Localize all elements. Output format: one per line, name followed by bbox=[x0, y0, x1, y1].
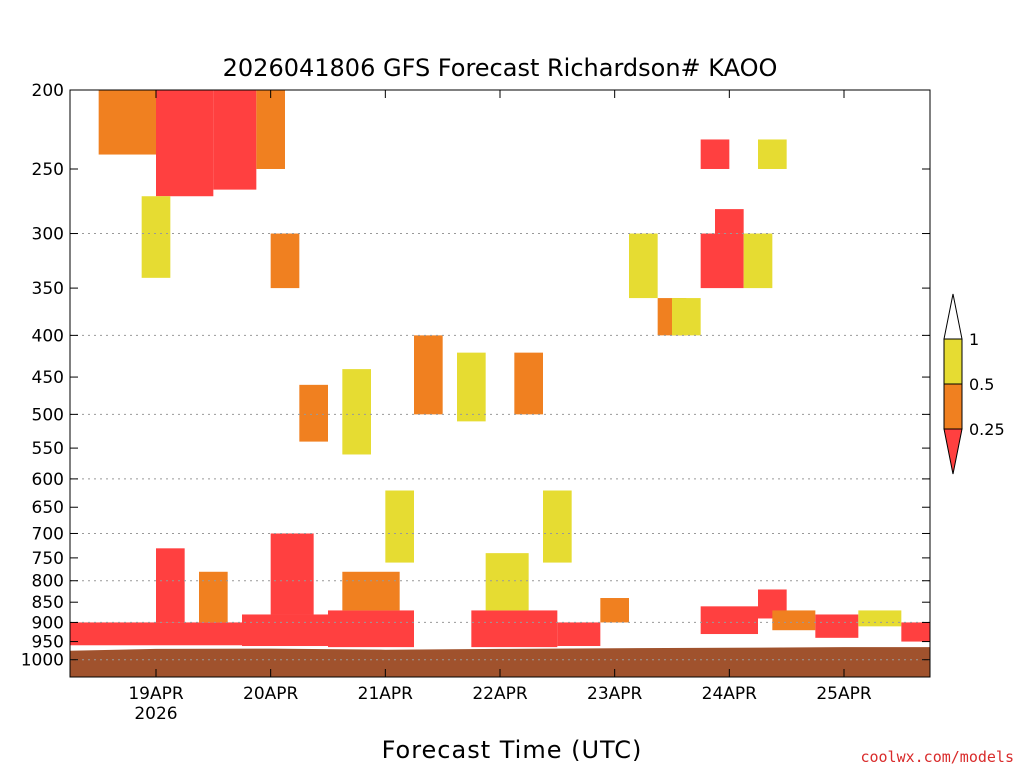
heat-cell-14 bbox=[141, 196, 171, 278]
heat-cell-9 bbox=[485, 553, 529, 611]
x-tick-label-1: 20APR bbox=[243, 684, 299, 704]
heat-cell-23 bbox=[600, 598, 629, 623]
heat-cell-8 bbox=[342, 571, 400, 611]
legend-label-1: 0.5 bbox=[969, 375, 994, 394]
heat-cell-17 bbox=[342, 369, 371, 455]
surface-layer bbox=[70, 647, 930, 677]
y-tick-label-600: 600 bbox=[32, 470, 64, 490]
x-tick-label-5: 24APR bbox=[702, 684, 758, 704]
heat-cell-16 bbox=[299, 384, 328, 442]
heat-cell-0 bbox=[70, 622, 242, 646]
heat-cell-3 bbox=[471, 610, 558, 648]
heat-cell-10 bbox=[156, 90, 214, 197]
legend: 1 0.5 0.25 bbox=[943, 293, 1005, 475]
legend-swatch-0 bbox=[943, 338, 963, 385]
y-tick-label-800: 800 bbox=[32, 572, 64, 592]
heat-cell-27 bbox=[700, 233, 744, 289]
legend-label-2: 0.25 bbox=[969, 420, 1005, 439]
y-tick-label-950: 950 bbox=[32, 633, 64, 653]
heat-cell-35 bbox=[815, 614, 859, 638]
x-tick-label-2: 21APR bbox=[358, 684, 414, 704]
y-tick-label-250: 250 bbox=[32, 160, 64, 180]
terrain-area bbox=[70, 647, 930, 677]
x-tick-label-4: 23APR bbox=[587, 684, 643, 704]
heat-cell-12 bbox=[98, 90, 156, 155]
x-tick-year-label: 2026 bbox=[134, 704, 177, 724]
heat-cell-19 bbox=[414, 335, 443, 415]
chart-title: 2026041806 GFS Forecast Richardson# KAOO bbox=[223, 54, 778, 82]
y-axis: 200 250 300 350 400 450 500 550 600 650 700 750 8008… bbox=[21, 81, 930, 671]
x-tick-label-3: 22APR bbox=[472, 684, 528, 704]
heat-cell-29 bbox=[743, 233, 773, 289]
heat-cell-37 bbox=[901, 622, 930, 642]
y-tick-label-500: 500 bbox=[32, 405, 64, 425]
heat-cell-11 bbox=[213, 90, 257, 190]
y-tick-label-550: 550 bbox=[32, 439, 64, 459]
y-tick-label-900: 900 bbox=[32, 613, 64, 633]
heat-cell-7 bbox=[199, 571, 228, 623]
heat-cell-22 bbox=[543, 490, 572, 563]
y-tick-label-300: 300 bbox=[32, 225, 64, 245]
y-tick-label-200: 200 bbox=[32, 81, 64, 101]
y-tick-label-450: 450 bbox=[32, 368, 64, 388]
y-tick-label-1000: 1000 bbox=[21, 651, 64, 671]
heat-cell-13 bbox=[256, 90, 285, 169]
heat-cell-21 bbox=[514, 352, 543, 415]
heat-cell-1 bbox=[242, 614, 328, 647]
credit-text[interactable]: coolwx.com/models bbox=[860, 748, 1014, 766]
legend-swatch-1 bbox=[943, 383, 963, 430]
legend-label-0: 1 bbox=[969, 330, 979, 349]
y-tick-label-350: 350 bbox=[32, 279, 64, 299]
x-axis-title: Forecast Time (UTC) bbox=[382, 736, 643, 764]
heat-cell-31 bbox=[758, 139, 787, 169]
heat-cell-6 bbox=[270, 533, 314, 615]
heatmap-layer bbox=[70, 90, 930, 648]
heat-cell-36 bbox=[858, 610, 902, 627]
legend-bottom-arrow bbox=[943, 428, 963, 475]
heat-cell-30 bbox=[715, 209, 744, 234]
y-tick-label-650: 650 bbox=[32, 498, 64, 518]
heat-cell-4 bbox=[557, 622, 601, 647]
heat-cell-26 bbox=[672, 298, 701, 336]
y-tick-label-750: 750 bbox=[32, 549, 64, 569]
heat-cell-34 bbox=[772, 610, 816, 631]
heat-cell-28 bbox=[700, 139, 730, 169]
heat-cell-20 bbox=[457, 352, 486, 422]
heat-cell-5 bbox=[156, 548, 185, 623]
heat-cell-32 bbox=[700, 606, 758, 635]
heat-cell-18 bbox=[385, 490, 414, 563]
x-axis: 19APR 20APR 21APR 22APR 23APR 24APR 25APR 2026 bbox=[128, 90, 872, 724]
y-tick-label-850: 850 bbox=[32, 593, 64, 613]
heat-cell-2 bbox=[328, 610, 414, 648]
heat-cell-24 bbox=[629, 233, 658, 299]
x-tick-label-0: 19APR bbox=[128, 684, 184, 704]
legend-top-arrow bbox=[943, 293, 963, 340]
heat-cell-15 bbox=[270, 233, 300, 289]
x-tick-label-6: 25APR bbox=[816, 684, 872, 704]
y-tick-label-400: 400 bbox=[32, 326, 64, 346]
y-tick-label-700: 700 bbox=[32, 524, 64, 544]
